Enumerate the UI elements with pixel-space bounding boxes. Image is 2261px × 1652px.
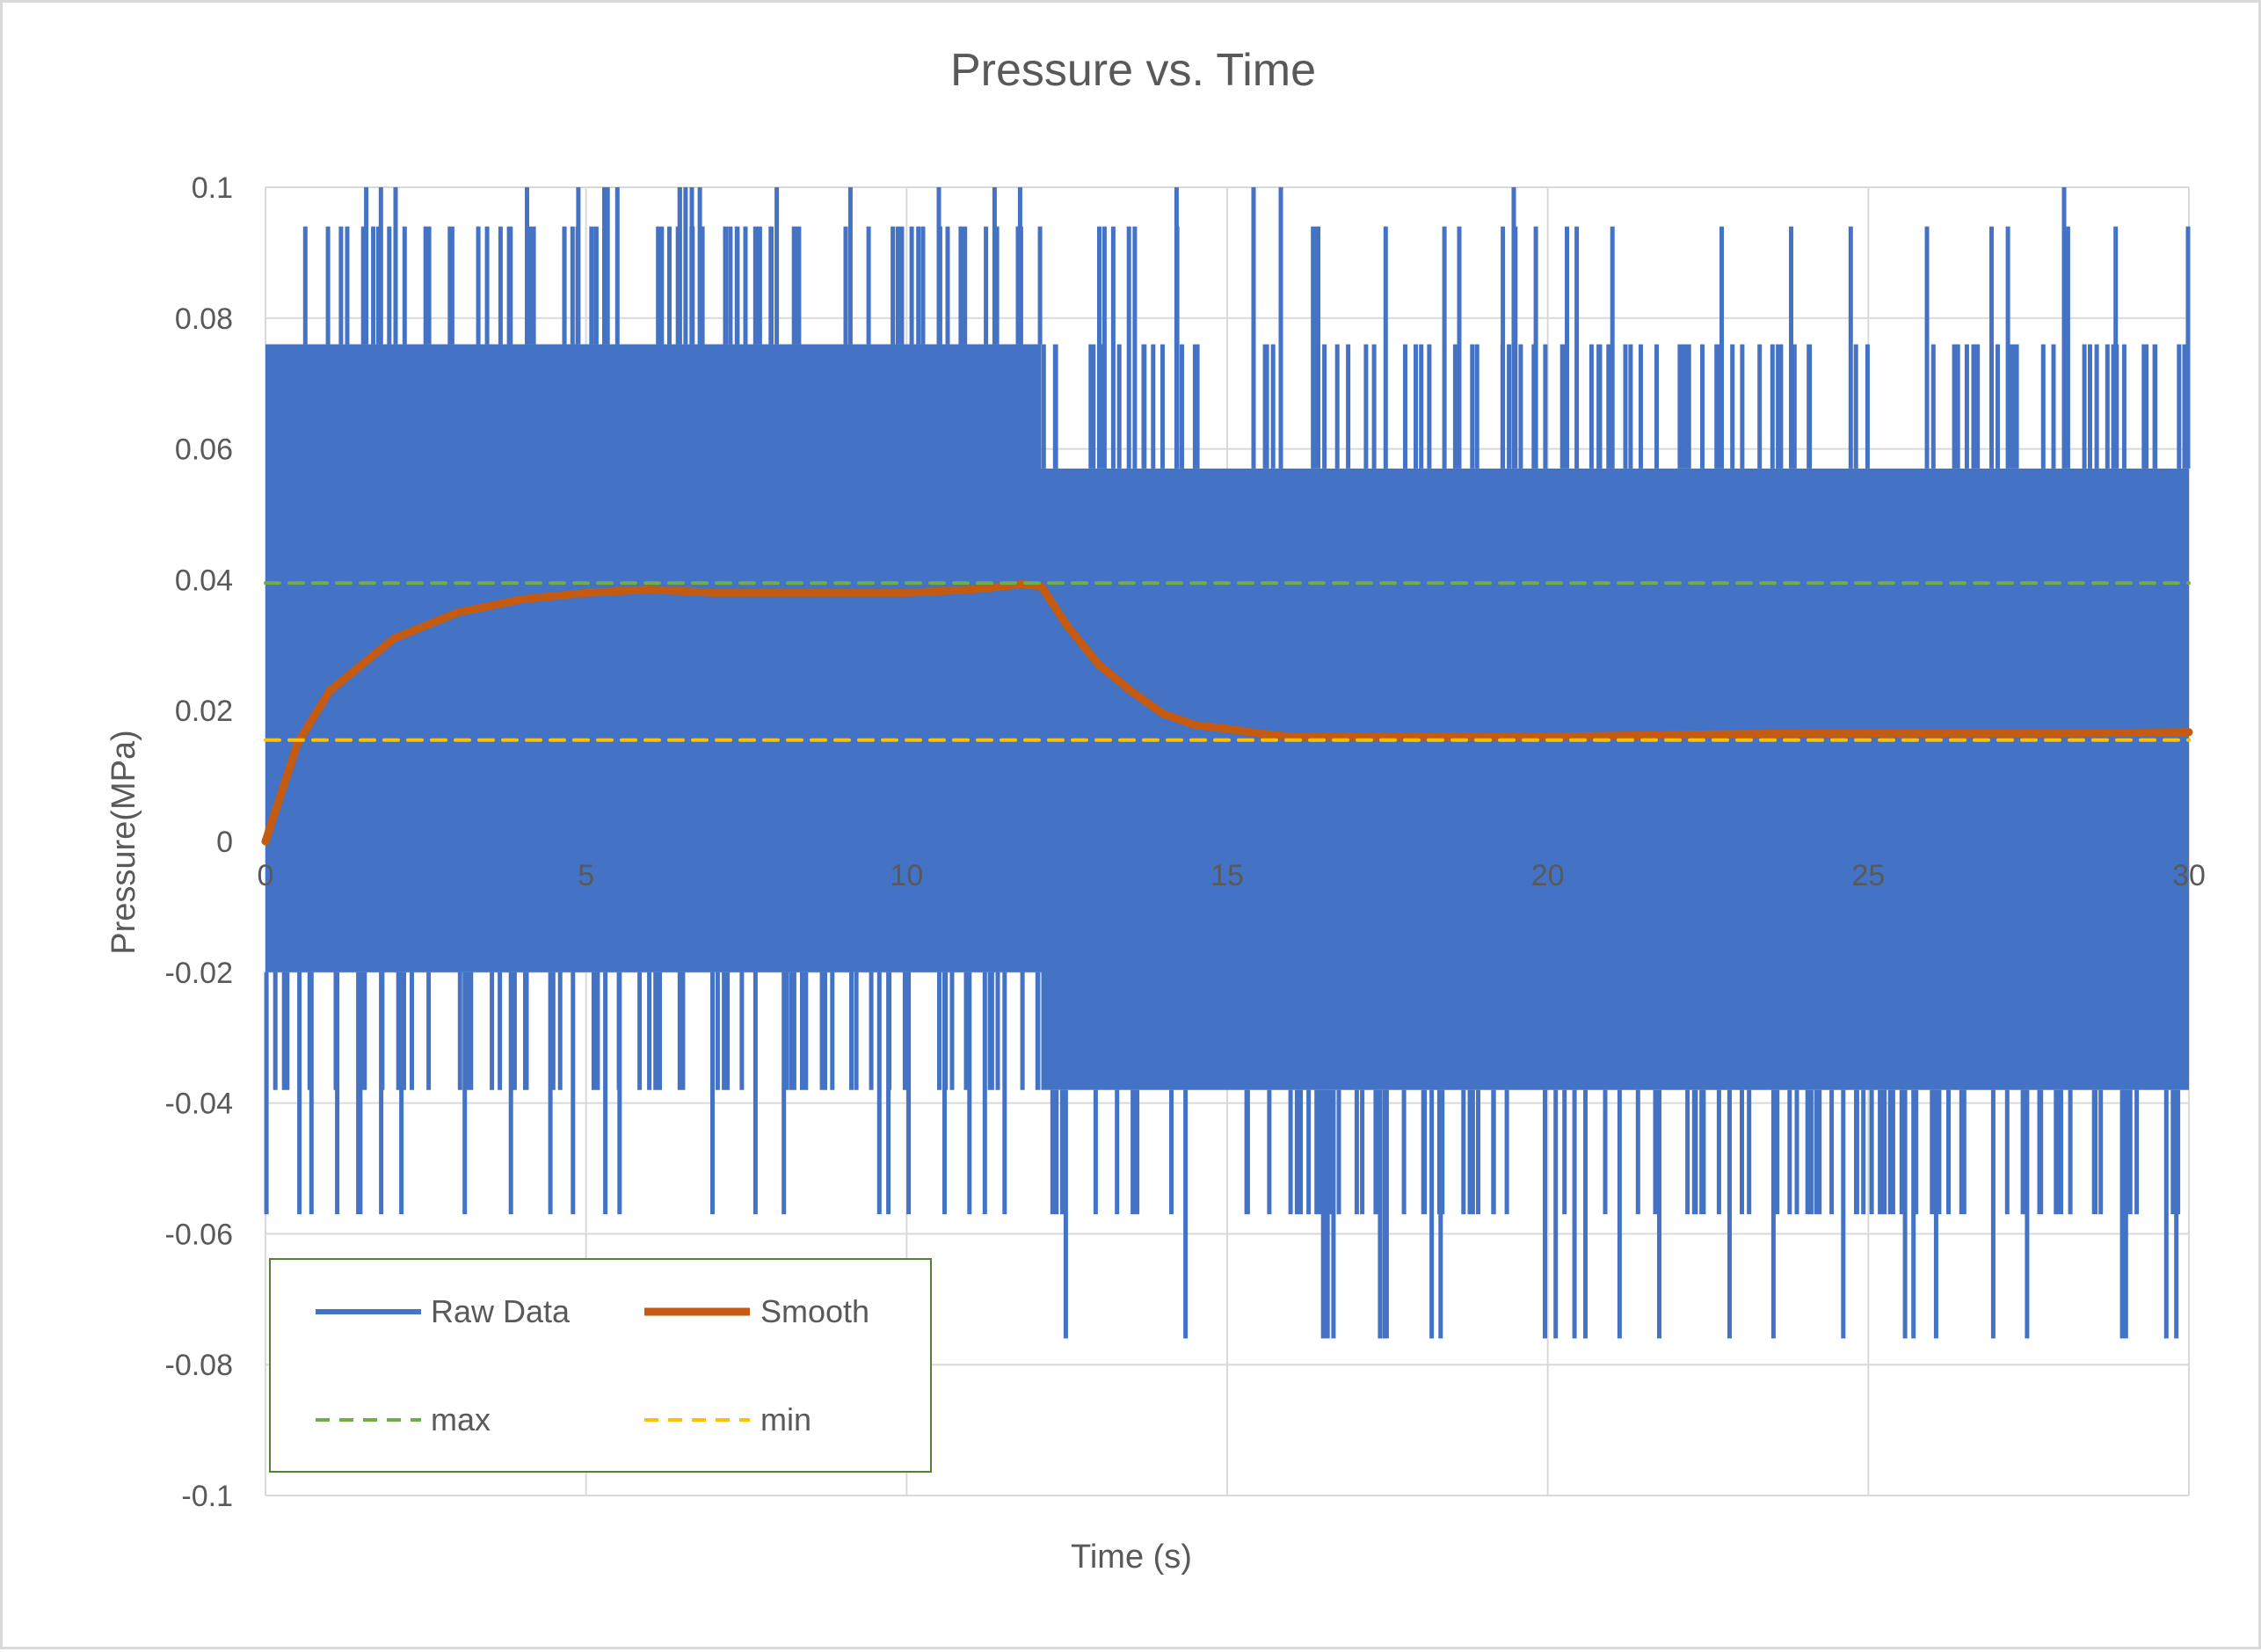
raw-data-band (265, 344, 1042, 972)
chart-svg: Pressure vs. Time 0.1 0.08 0.06 0.04 0.02 0 -0… (105, 45, 2206, 1576)
x-tick-label: 0 (258, 859, 274, 892)
y-tick-label: 0.02 (175, 695, 233, 728)
legend-label-min: min (760, 1401, 811, 1437)
line-layer (261, 580, 2193, 846)
y-tick-label: 0.04 (175, 564, 233, 597)
legend: Raw Data Smooth max min (269, 1258, 932, 1473)
chart-title: Pressure vs. Time (950, 45, 1316, 96)
series-line-smooth (261, 580, 2193, 846)
x-axis-title: Time (s) (1071, 1539, 1192, 1576)
y-tick-label: -0.08 (165, 1349, 234, 1382)
y-tick-label: -0.04 (165, 1088, 234, 1121)
x-tick-label: 15 (1210, 859, 1244, 892)
y-tick-label: 0.1 (192, 171, 233, 205)
x-tick-label: 10 (890, 859, 923, 892)
legend-label-smooth: Smooth (760, 1293, 869, 1329)
raw-data-spikes (1041, 187, 2191, 1339)
y-axis-title: Pressure(MPa) (105, 730, 142, 955)
legend-label-max: max (431, 1401, 491, 1437)
tick-layer: 0.1 0.08 0.06 0.04 0.02 0 -0.02 -0.04 -0.06 -0.08… (165, 171, 2206, 1513)
raw-data-spikes (264, 187, 1043, 1215)
x-tick-label: 20 (1531, 859, 1565, 892)
raw-data-band (1041, 468, 2189, 1090)
y-tick-label: 0.06 (175, 433, 233, 467)
y-tick-label: -0.06 (165, 1218, 234, 1251)
x-tick-label: 5 (578, 859, 594, 892)
x-tick-label: 30 (2172, 859, 2206, 892)
y-tick-label: -0.02 (165, 957, 234, 990)
legend-box (269, 1258, 932, 1473)
raw-data-series (264, 187, 2191, 1339)
y-tick-label: -0.1 (181, 1480, 233, 1513)
legend-label-raw-data: Raw Data (431, 1293, 571, 1329)
y-tick-label: 0.08 (175, 302, 233, 336)
x-tick-label: 25 (1851, 859, 1885, 892)
y-tick-label: 0 (216, 826, 233, 859)
